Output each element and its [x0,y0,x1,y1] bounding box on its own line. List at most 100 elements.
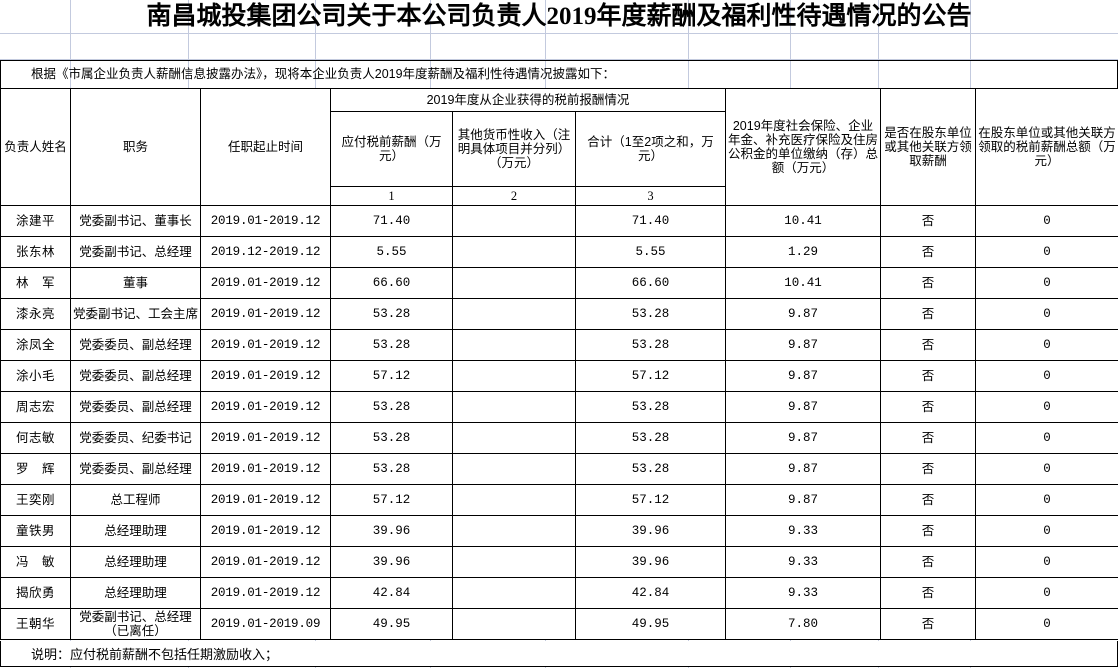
cell-other-monetary [452,329,576,361]
cell-shareholder-pretax-total: 0 [975,546,1118,578]
cell-receives-from-shareholder: 否 [880,391,977,423]
cell-name: 涂凤全 [0,329,71,361]
header-col-number-1: 1 [330,186,453,206]
header-other-monetary: 其他货币性收入（注明具体项目并分列）（万元） [452,111,576,187]
cell-tenure: 2019.01-2019.12 [200,577,331,609]
cell-total: 49.95 [574,608,727,640]
table-row: 王奕刚 总工程师 2019.01-2019.12 57.12 57.12 9.87 否 0 [0,484,1118,516]
header-col-number-2: 2 [452,186,576,206]
cell-shareholder-pretax-total: 0 [975,329,1118,361]
compensation-table: 负责人姓名 职务 任职起止时间 2019年度从企业获得的税前报酬情况 2019年… [0,88,1118,640]
table-row: 童铁男 总经理助理 2019.01-2019.12 39.96 39.96 9.33 否 0 [0,515,1118,547]
cell-receives-from-shareholder: 否 [880,236,977,268]
table-row: 涂小毛 党委委员、副总经理 2019.01-2019.12 57.12 57.12 9.8… [0,360,1118,392]
footer-note: 说明：应付税前薪酬不包括任期激励收入； [31,647,279,662]
cell-social-insurance: 7.80 [725,608,882,640]
cell-tenure: 2019.01-2019.12 [200,267,331,299]
cell-position: 董事 [70,267,201,299]
cell-social-insurance: 9.87 [725,298,882,330]
header-receives-from-shareholder: 是否在股东单位或其他关联方领取薪酬 [880,88,977,206]
cell-social-insurance: 9.87 [725,422,882,454]
cell-other-monetary [452,298,576,330]
cell-position: 党委委员、副总经理 [70,329,201,361]
cell-shareholder-pretax-total: 0 [975,360,1118,392]
cell-other-monetary [452,205,576,237]
header-col-number-3: 3 [574,186,727,206]
cell-payable-pretax: 42.84 [330,577,453,609]
cell-total: 5.55 [574,236,727,268]
grid-hline [0,33,1118,34]
cell-tenure: 2019.01-2019.12 [200,515,331,547]
page-title: 南昌城投集团公司关于本公司负责人2019年度薪酬及福利性待遇情况的公告 [146,3,972,30]
cell-tenure: 2019.01-2019.12 [200,422,331,454]
cell-receives-from-shareholder: 否 [880,608,977,640]
cell-social-insurance: 9.33 [725,546,882,578]
cell-position: 党委委员、副总经理 [70,453,201,485]
cell-other-monetary [452,422,576,454]
cell-payable-pretax: 39.96 [330,515,453,547]
table-row: 涂建平 党委副书记、董事长 2019.01-2019.12 71.40 71.40 10.… [0,205,1118,237]
cell-name: 周志宏 [0,391,71,423]
cell-social-insurance: 10.41 [725,205,882,237]
cell-payable-pretax: 53.28 [330,329,453,361]
cell-name: 冯 敏 [0,546,71,578]
cell-name: 王奕刚 [0,484,71,516]
cell-name: 童铁男 [0,515,71,547]
cell-social-insurance: 9.87 [725,391,882,423]
header-pretax-group: 2019年度从企业获得的税前报酬情况 [329,88,727,112]
header-total: 合计（1至2项之和，万元） [574,111,727,187]
cell-position: 总经理助理 [70,577,201,609]
cell-shareholder-pretax-total: 0 [975,205,1118,237]
cell-tenure: 2019.01-2019.12 [200,453,331,485]
cell-total: 39.96 [574,546,727,578]
header-shareholder-pretax-total: 在股东单位或其他关联方领取的税前薪酬总额（万元） [975,88,1118,206]
cell-other-monetary [452,236,576,268]
cell-shareholder-pretax-total: 0 [975,515,1118,547]
cell-total: 39.96 [574,515,727,547]
cell-total: 53.28 [574,453,727,485]
cell-other-monetary [452,546,576,578]
cell-receives-from-shareholder: 否 [880,360,977,392]
cell-total: 53.28 [574,329,727,361]
cell-receives-from-shareholder: 否 [880,329,977,361]
cell-total: 53.28 [574,391,727,423]
cell-name: 林 军 [0,267,71,299]
cell-other-monetary [452,391,576,423]
cell-name: 涂建平 [0,205,71,237]
cell-total: 71.40 [574,205,727,237]
cell-other-monetary [452,515,576,547]
header-row-2: 应付税前薪酬（万元） 其他货币性收入（注明具体项目并分列）（万元） 合计（1至2… [1,111,1118,187]
cell-receives-from-shareholder: 否 [880,515,977,547]
cell-receives-from-shareholder: 否 [880,546,977,578]
cell-social-insurance: 1.29 [725,236,882,268]
table-row: 冯 敏总经理助理 2019.01-2019.12 39.96 39.96 9.33 否 0 [0,546,1118,578]
cell-name: 罗 辉 [0,453,71,485]
cell-shareholder-pretax-total: 0 [975,422,1118,454]
cell-tenure: 2019.01-2019.12 [200,205,331,237]
document-title-row: 南昌城投集团公司关于本公司负责人2019年度薪酬及福利性待遇情况的公告 [0,0,1118,33]
intro-paragraph: 根据《市属企业负责人薪酬信息披露办法》，现将本企业负责人2019年度薪酬及福利性… [31,67,616,82]
cell-social-insurance: 10.41 [725,267,882,299]
table-row: 林 军董事 2019.01-2019.12 66.60 66.60 10.41 否 0 [0,267,1118,299]
table-row: 揭欣勇 总经理助理 2019.01-2019.12 42.84 42.84 9.33 否 0 [0,577,1118,609]
cell-total: 57.12 [574,360,727,392]
cell-payable-pretax: 39.96 [330,546,453,578]
cell-shareholder-pretax-total: 0 [975,484,1118,516]
cell-social-insurance: 9.33 [725,577,882,609]
header-row-3-numbers: 1 2 3 [1,186,1118,206]
cell-shareholder-pretax-total: 0 [975,267,1118,299]
cell-shareholder-pretax-total: 0 [975,391,1118,423]
cell-tenure: 2019.01-2019.12 [200,360,331,392]
cell-receives-from-shareholder: 否 [880,205,977,237]
cell-payable-pretax: 53.28 [330,422,453,454]
cell-tenure: 2019.01-2019.09 [200,608,331,640]
cell-social-insurance: 9.87 [725,329,882,361]
cell-payable-pretax: 71.40 [330,205,453,237]
cell-total: 53.28 [574,422,727,454]
cell-position: 党委副书记、工会主席 [70,298,201,330]
cell-name: 涂小毛 [0,360,71,392]
intro-paragraph-row: 根据《市属企业负责人薪酬信息披露办法》，现将本企业负责人2019年度薪酬及福利性… [0,60,1118,88]
cell-other-monetary [452,484,576,516]
cell-name: 漆永亮 [0,298,71,330]
cell-receives-from-shareholder: 否 [880,267,977,299]
